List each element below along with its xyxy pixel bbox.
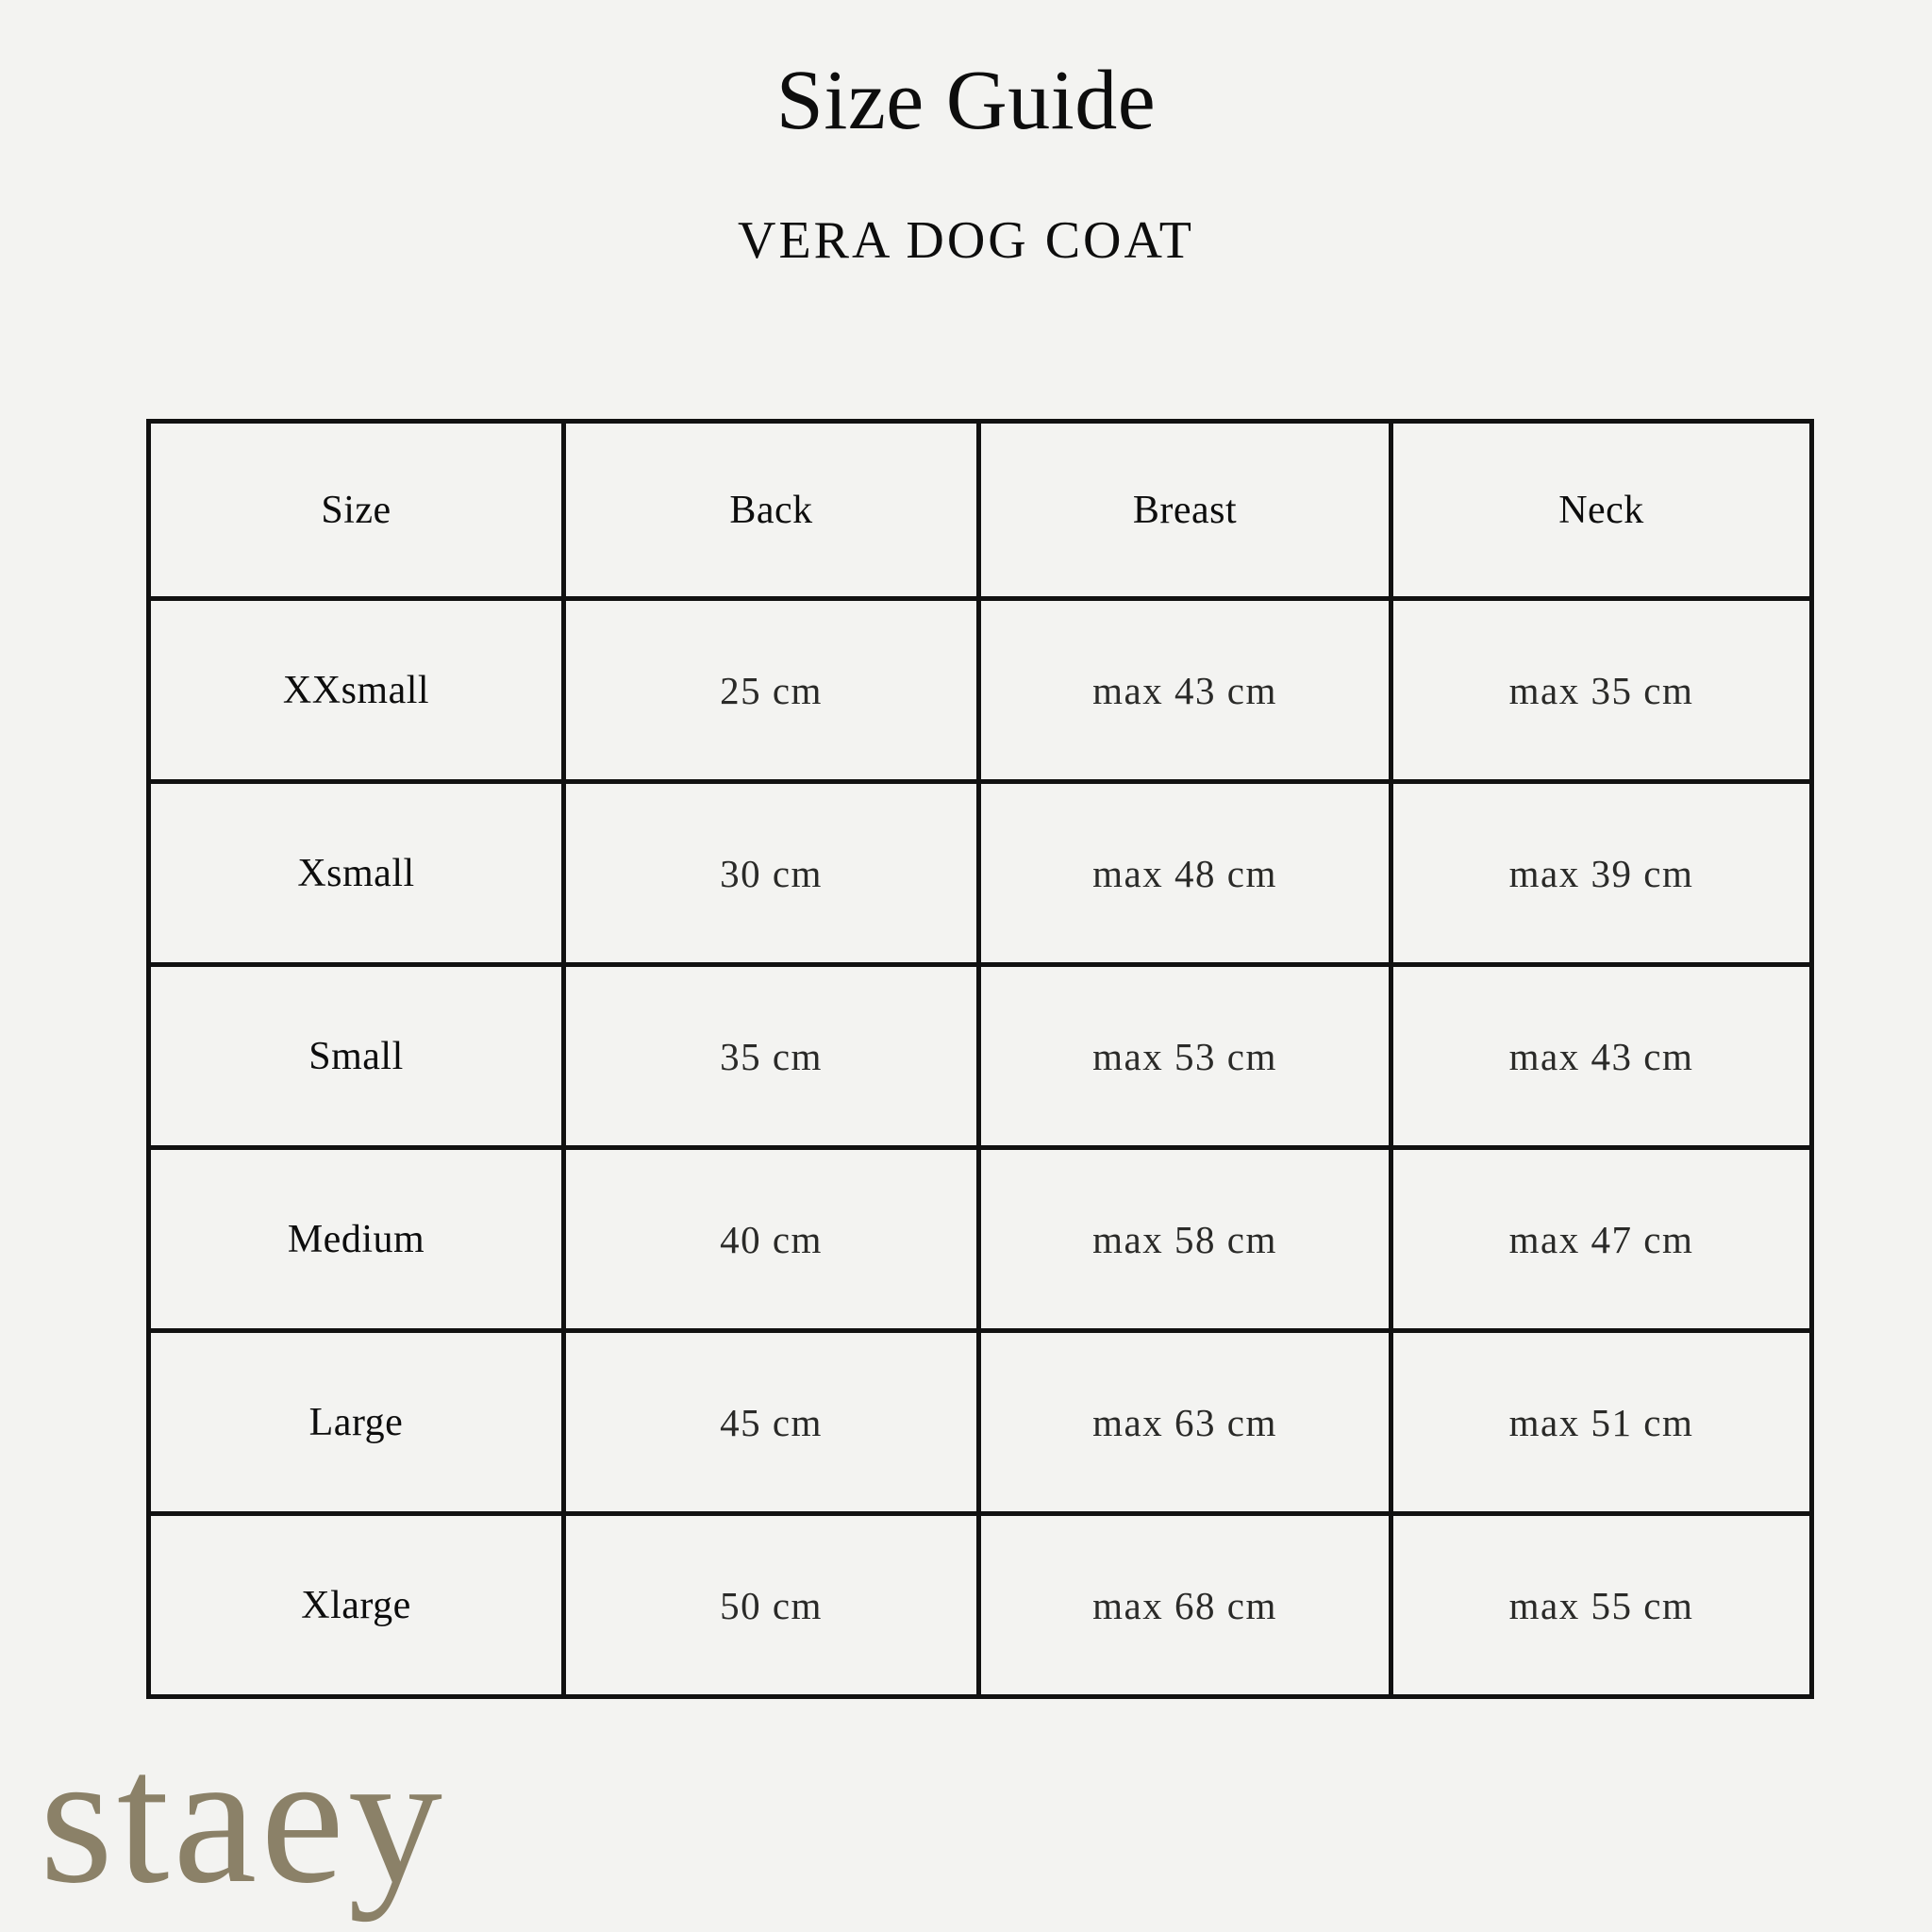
column-header-breast: Breast bbox=[976, 419, 1393, 601]
cell-breast: max 43 cm bbox=[976, 596, 1393, 784]
table-body: XXsmall 25 cm max 43 cm max 35 cm Xsmall… bbox=[146, 596, 1814, 1699]
cell-neck: max 39 cm bbox=[1389, 779, 1814, 967]
cell-neck: max 55 cm bbox=[1389, 1511, 1814, 1699]
cell-back: 35 cm bbox=[561, 962, 981, 1150]
cell-size: Xsmall bbox=[146, 779, 566, 967]
table-row: Xlarge 50 cm max 68 cm max 55 cm bbox=[146, 1511, 1814, 1699]
column-header-back: Back bbox=[561, 419, 981, 601]
cell-back: 30 cm bbox=[561, 779, 981, 967]
cell-back: 50 cm bbox=[561, 1511, 981, 1699]
brand-logo: staey bbox=[40, 1714, 446, 1923]
cell-breast: max 58 cm bbox=[976, 1145, 1393, 1333]
cell-size: XXsmall bbox=[146, 596, 566, 784]
table-row: XXsmall 25 cm max 43 cm max 35 cm bbox=[146, 596, 1814, 784]
cell-neck: max 51 cm bbox=[1389, 1328, 1814, 1516]
table-row: Medium 40 cm max 58 cm max 47 cm bbox=[146, 1145, 1814, 1333]
cell-breast: max 68 cm bbox=[976, 1511, 1393, 1699]
page-title: Size Guide bbox=[775, 54, 1157, 147]
cell-size: Xlarge bbox=[146, 1511, 566, 1699]
product-name-subtitle: VERA DOG COAT bbox=[738, 211, 1194, 270]
table-row: Large 45 cm max 63 cm max 51 cm bbox=[146, 1328, 1814, 1516]
cell-breast: max 48 cm bbox=[976, 779, 1393, 967]
table-row: Small 35 cm max 53 cm max 43 cm bbox=[146, 962, 1814, 1150]
cell-back: 40 cm bbox=[561, 1145, 981, 1333]
cell-size: Small bbox=[146, 962, 566, 1150]
cell-back: 25 cm bbox=[561, 596, 981, 784]
cell-breast: max 53 cm bbox=[976, 962, 1393, 1150]
table-header: Size Back Breast Neck bbox=[146, 419, 1814, 601]
cell-neck: max 47 cm bbox=[1389, 1145, 1814, 1333]
cell-size: Medium bbox=[146, 1145, 566, 1333]
table-row: Xsmall 30 cm max 48 cm max 39 cm bbox=[146, 779, 1814, 967]
size-guide-table: Size Back Breast Neck XXsmall 25 cm max … bbox=[146, 419, 1814, 1699]
table-header-row: Size Back Breast Neck bbox=[146, 419, 1814, 601]
cell-neck: max 35 cm bbox=[1389, 596, 1814, 784]
column-header-neck: Neck bbox=[1389, 419, 1814, 601]
cell-size: Large bbox=[146, 1328, 566, 1516]
cell-neck: max 43 cm bbox=[1389, 962, 1814, 1150]
column-header-size: Size bbox=[146, 419, 566, 601]
page-header: Size Guide VERA DOG COAT bbox=[0, 0, 1932, 270]
cell-breast: max 63 cm bbox=[976, 1328, 1393, 1516]
cell-back: 45 cm bbox=[561, 1328, 981, 1516]
size-table-container: Size Back Breast Neck XXsmall 25 cm max … bbox=[146, 419, 1814, 1699]
